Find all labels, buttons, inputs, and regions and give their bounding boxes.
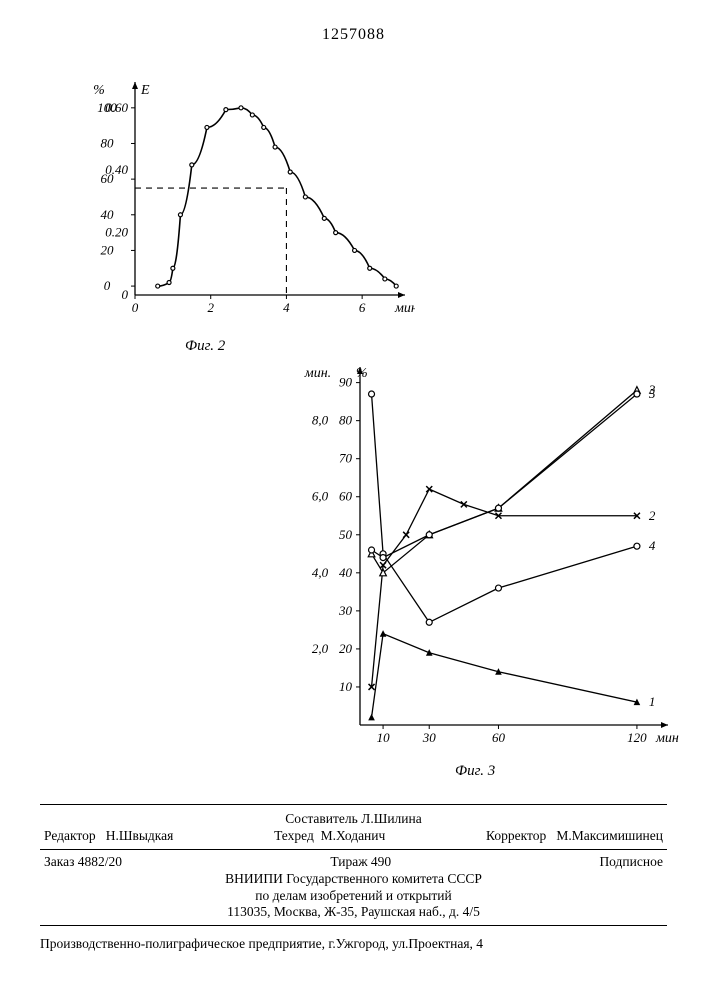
- imprint-row: Заказ 4882/20 Тираж 490 Подписное: [40, 854, 667, 871]
- print-line: Производственно-полиграфическое предприя…: [40, 930, 667, 953]
- editor: Редактор Н.Швыдкая: [44, 828, 173, 845]
- credits-row: Редактор Н.Швыдкая Техред М.Ходанич Корр…: [40, 828, 667, 845]
- svg-text:80: 80: [339, 413, 353, 428]
- svg-text:20: 20: [101, 242, 115, 257]
- tech-label: Техред: [274, 828, 314, 843]
- svg-text:50: 50: [339, 527, 353, 542]
- svg-text:мин: мин: [655, 731, 679, 746]
- corrector-label: Корректор: [486, 828, 546, 843]
- svg-text:0.20: 0.20: [105, 225, 128, 240]
- svg-text:90: 90: [339, 375, 353, 390]
- org-line1: ВНИИПИ Государственного комитета СССР: [40, 871, 667, 888]
- svg-text:60: 60: [339, 489, 353, 504]
- svg-text:6: 6: [359, 300, 366, 315]
- svg-text:10: 10: [377, 730, 391, 745]
- subscript: Подписное: [599, 854, 663, 871]
- divider: [40, 804, 667, 805]
- fig2-caption: Фиг. 2: [185, 338, 225, 355]
- footer-block: Составитель Л.Шилина Редактор Н.Швыдкая …: [40, 800, 667, 953]
- svg-text:мин.: мин.: [304, 366, 331, 381]
- svg-text:4: 4: [283, 300, 290, 315]
- editor-name: Н.Швыдкая: [106, 828, 174, 843]
- svg-text:0: 0: [104, 278, 111, 293]
- svg-text:%: %: [93, 83, 105, 98]
- svg-text:8,0: 8,0: [312, 413, 329, 428]
- fig3-caption: Фиг. 3: [455, 763, 495, 780]
- svg-text:20: 20: [339, 641, 353, 656]
- svg-text:6,0: 6,0: [312, 489, 329, 504]
- order: Заказ 4882/20: [44, 854, 122, 871]
- svg-text:30: 30: [422, 730, 437, 745]
- svg-text:мин: мин: [394, 301, 415, 316]
- editor-label: Редактор: [44, 828, 96, 843]
- svg-text:80: 80: [101, 135, 115, 150]
- svg-text:60: 60: [492, 730, 506, 745]
- svg-text:0: 0: [122, 287, 129, 302]
- page: 1257088 0246мин020406080100%00.200.400.6…: [0, 0, 707, 1000]
- svg-text:70: 70: [339, 451, 353, 466]
- svg-text:2,0: 2,0: [312, 641, 329, 656]
- svg-text:40: 40: [101, 207, 115, 222]
- tirage: Тираж 490: [330, 854, 391, 871]
- svg-text:0: 0: [132, 300, 139, 315]
- org-line3: 113035, Москва, Ж-35, Раушская наб., д. …: [40, 904, 667, 921]
- svg-text:4: 4: [649, 538, 656, 553]
- svg-text:10: 10: [339, 679, 353, 694]
- svg-text:E: E: [140, 83, 150, 98]
- compiler-line: Составитель Л.Шилина: [40, 809, 667, 828]
- fig3-chart: 10 30 60 120 мин 10 20 30 40 50 60 70 80 90 2,0 4,0 6,0 8…: [280, 355, 680, 765]
- svg-text:40: 40: [339, 565, 353, 580]
- svg-text:%: %: [356, 366, 368, 381]
- svg-text:4,0: 4,0: [312, 565, 329, 580]
- svg-text:1: 1: [649, 694, 656, 709]
- svg-text:5: 5: [649, 386, 656, 401]
- svg-text:0.60: 0.60: [105, 100, 128, 115]
- divider: [40, 925, 667, 926]
- svg-text:0.40: 0.40: [105, 162, 128, 177]
- svg-text:30: 30: [338, 603, 353, 618]
- document-number: 1257088: [0, 26, 707, 44]
- svg-text:2: 2: [649, 508, 656, 523]
- fig2-chart: 0246мин020406080100%00.200.400.60E: [55, 70, 415, 340]
- tech: Техред М.Ходанич: [274, 828, 385, 845]
- corrector-name: М.Максимишинец: [556, 828, 663, 843]
- org-line2: по делам изобретений и открытий: [40, 888, 667, 905]
- corrector: Корректор М.Максимишинец: [486, 828, 663, 845]
- tech-name: М.Ходанич: [321, 828, 386, 843]
- svg-text:120: 120: [627, 730, 647, 745]
- divider: [40, 849, 667, 850]
- svg-text:2: 2: [207, 300, 214, 315]
